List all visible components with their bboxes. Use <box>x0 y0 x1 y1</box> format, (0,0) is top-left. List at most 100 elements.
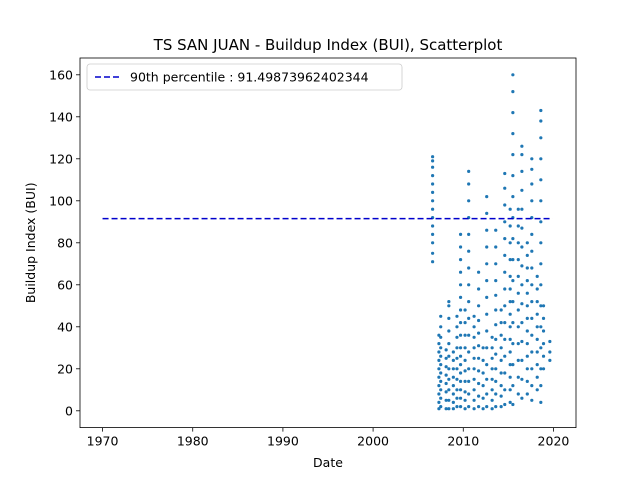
data-point <box>463 369 467 373</box>
data-point <box>525 253 529 257</box>
data-point <box>511 258 515 262</box>
data-point <box>499 308 503 312</box>
data-point <box>548 350 552 354</box>
data-point <box>467 266 471 270</box>
data-point <box>431 251 435 255</box>
data-point <box>485 377 489 381</box>
data-point <box>503 388 507 392</box>
data-point <box>508 388 512 392</box>
data-point <box>539 108 543 113</box>
legend-label: 90th percentile : 91.49873962402344 <box>130 70 369 85</box>
x-tick-label: 2010 <box>447 434 479 449</box>
data-point <box>539 400 543 404</box>
data-point <box>458 388 463 392</box>
data-point <box>539 304 543 308</box>
data-point <box>467 249 471 253</box>
data-point <box>444 373 448 377</box>
data-point <box>431 199 435 203</box>
data-point <box>431 182 435 186</box>
data-point <box>463 308 467 312</box>
y-axis-label: Buildup Index (BUI) <box>23 182 38 303</box>
data-point <box>508 400 512 404</box>
data-point <box>447 329 451 333</box>
data-point <box>511 73 515 77</box>
data-point <box>520 321 524 325</box>
data-point <box>481 346 485 350</box>
data-point <box>431 155 435 159</box>
data-point <box>439 396 443 400</box>
data-point <box>467 379 471 383</box>
data-point <box>458 308 463 312</box>
data-point <box>431 207 435 211</box>
data-point <box>439 314 443 318</box>
data-point <box>494 245 498 249</box>
data-point <box>520 302 524 306</box>
data-point <box>503 371 507 375</box>
data-point <box>530 157 534 161</box>
data-point <box>485 295 489 299</box>
data-point <box>499 346 503 350</box>
data-point <box>451 400 455 404</box>
data-point <box>458 371 463 375</box>
data-point <box>444 381 448 386</box>
data-point <box>451 350 455 354</box>
data-point <box>511 363 515 367</box>
data-points <box>431 73 552 411</box>
data-point <box>472 314 476 318</box>
data-point <box>444 390 448 394</box>
data-point <box>494 392 498 396</box>
data-point <box>503 171 507 176</box>
data-point <box>458 363 463 367</box>
data-point <box>494 279 498 283</box>
data-point <box>439 371 443 375</box>
data-point <box>437 375 441 379</box>
data-point <box>539 384 543 388</box>
data-point <box>494 262 498 266</box>
data-point <box>431 241 435 245</box>
data-point <box>458 354 463 358</box>
data-point <box>467 199 471 203</box>
data-point <box>535 300 539 304</box>
data-point <box>477 394 481 398</box>
data-point <box>455 367 459 371</box>
data-point <box>477 381 481 386</box>
y-tick-label: 80 <box>57 235 73 250</box>
data-point <box>539 325 543 329</box>
data-point <box>494 337 498 341</box>
data-point <box>463 379 467 383</box>
data-point <box>535 337 539 341</box>
data-point <box>447 407 451 411</box>
data-point <box>485 363 489 367</box>
data-point <box>447 342 451 346</box>
data-point <box>530 232 534 236</box>
data-point <box>467 316 471 320</box>
data-point <box>530 199 534 203</box>
data-point <box>494 323 498 327</box>
data-point <box>516 224 520 228</box>
data-point <box>467 232 471 236</box>
y-tick-label: 100 <box>49 193 73 208</box>
data-point <box>451 384 455 388</box>
data-point <box>451 375 455 379</box>
data-point <box>477 356 481 360</box>
data-point <box>431 232 435 236</box>
data-point <box>472 407 476 411</box>
data-point <box>539 262 543 266</box>
data-point <box>463 346 467 350</box>
x-tick-label: 1970 <box>87 434 119 449</box>
data-point <box>503 337 507 341</box>
data-point <box>541 304 546 308</box>
data-point <box>503 270 507 274</box>
data-point <box>503 402 507 407</box>
data-point <box>463 333 467 337</box>
data-point <box>439 405 443 409</box>
y-tick-label: 0 <box>65 403 73 418</box>
data-point <box>516 342 520 346</box>
data-point <box>458 333 463 337</box>
data-point <box>485 312 489 316</box>
y-tick-label: 20 <box>57 361 73 376</box>
data-point <box>472 356 476 360</box>
data-point <box>467 367 471 371</box>
data-point <box>458 258 463 262</box>
data-point <box>520 153 524 157</box>
